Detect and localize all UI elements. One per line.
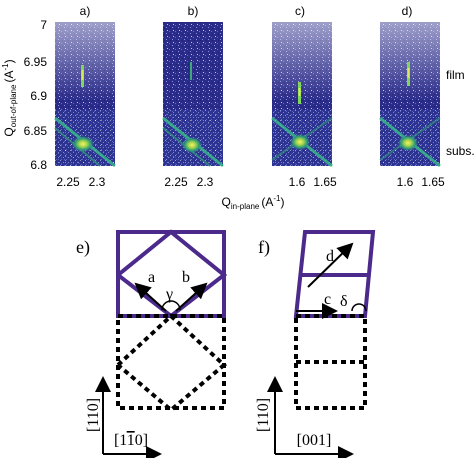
y-tick-7: 7 — [40, 18, 47, 32]
diagram-e: e) a b γ [110] [110] — [76, 229, 228, 458]
dir-110-label-f: [110] — [255, 398, 272, 432]
map-d — [379, 22, 441, 168]
diagram-f: f) d c δ [110] [001] — [255, 230, 376, 458]
panel-label-c: c) — [295, 4, 305, 18]
x-tick-d-1: 1.6 — [397, 175, 414, 189]
dir-001-label: [001] — [297, 432, 332, 449]
svg-text:Qout-of-plane(A-1): Qout-of-plane(A-1) — [1, 59, 18, 136]
vec-b-label: b — [182, 269, 190, 286]
vec-a-label: a — [148, 269, 155, 286]
vec-c-label: c — [324, 291, 331, 308]
film-label: film — [446, 68, 465, 82]
vec-d-label: d — [326, 248, 334, 265]
x-tick-c-2: 1.65 — [313, 175, 337, 189]
angle-delta-label: δ — [340, 293, 348, 310]
map-a — [54, 22, 116, 168]
y-tick-6.8: 6.8 — [30, 158, 47, 172]
x-tick-a-2: 2.3 — [89, 175, 106, 189]
map-b — [162, 22, 224, 168]
y-tick-6.95: 6.95 — [24, 55, 48, 69]
dir-1-10-label: [110] — [114, 432, 148, 449]
x-axis-label: Qin-plane (A-1) — [222, 194, 285, 211]
x-tick-b-1: 2.25 — [164, 175, 188, 189]
y-axis-label: Qout-of-plane(A-1) — [1, 59, 18, 136]
panel-label-a: a) — [80, 4, 91, 18]
panel-label-b: b) — [188, 4, 199, 18]
y-tick-6.9: 6.9 — [30, 89, 47, 103]
x-tick-d-2: 1.65 — [421, 175, 445, 189]
x-tick-b-2: 2.3 — [197, 175, 214, 189]
angle-gamma-label: γ — [165, 286, 173, 303]
diagram-label-e: e) — [76, 237, 90, 258]
x-tick-a-1: 2.25 — [56, 175, 80, 189]
substrate-label: subs. — [446, 144, 474, 158]
y-tick-6.85: 6.85 — [24, 124, 48, 138]
dir-110-label-e: [110] — [85, 398, 102, 432]
diagram-label-f: f) — [258, 237, 270, 258]
map-c — [271, 22, 333, 168]
x-tick-c-1: 1.6 — [289, 175, 306, 189]
panel-label-d: d) — [402, 4, 413, 18]
